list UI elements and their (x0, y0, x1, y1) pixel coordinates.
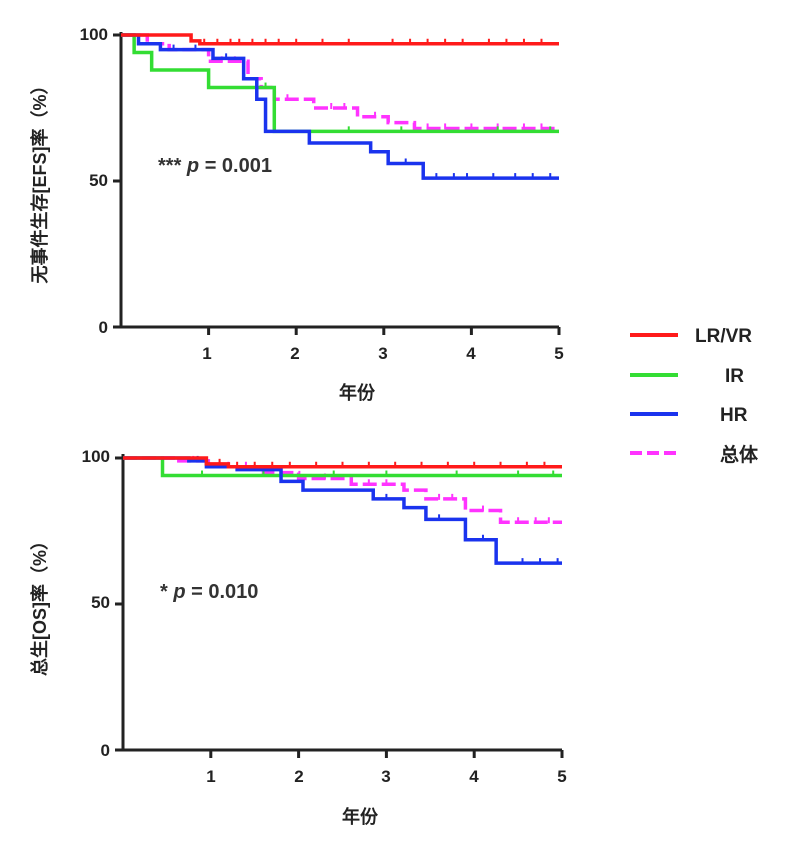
os-xtick-1: 1 (206, 767, 215, 786)
efs-series-layer (113, 33, 561, 335)
os-x-axis-title: 年份 (342, 806, 379, 827)
os-ytick-0: 0 (101, 741, 110, 760)
legend-item-lr-vr: LR/VR (630, 326, 752, 347)
efs-chart: 100 50 0 1 2 3 4 5 年份 无事件生存[EFS]率（%） ***… (29, 25, 564, 403)
legend-label-hr: HR (720, 405, 748, 426)
efs-ytick-50: 50 (89, 171, 108, 190)
efs-xtick-4: 4 (466, 344, 476, 363)
os-xtick-3: 3 (381, 767, 390, 786)
os-xtick-4: 4 (469, 767, 479, 786)
os-ytick-100: 100 (82, 447, 110, 466)
os-xtick-2: 2 (294, 767, 303, 786)
efs-xtick-3: 3 (378, 344, 387, 363)
efs-series-ir (121, 33, 559, 134)
os-chart: 100 50 0 1 2 3 4 5 年份 总生[OS]率（%） * p = 0… (29, 447, 567, 827)
efs-ytick-0: 0 (99, 318, 108, 337)
os-series-lr-vr (123, 456, 562, 469)
os-p-value: * p = 0.010 (160, 581, 258, 603)
efs-xtick-5: 5 (554, 344, 563, 363)
efs-y-axis-title: 无事件生存[EFS]率（%） (29, 77, 50, 284)
efs-x-axis-title: 年份 (339, 382, 376, 403)
efs-series-lr-vr (121, 33, 559, 46)
os-series-layer (115, 455, 564, 758)
legend-item-ir: IR (630, 366, 744, 387)
legend: LR/VR IR HR 总体 (630, 326, 759, 466)
os-ytick-50: 50 (91, 593, 110, 612)
legend-label-ir: IR (725, 366, 744, 387)
legend-label-lr-vr: LR/VR (695, 326, 752, 347)
os-xtick-5: 5 (557, 767, 566, 786)
os-y-axis-title: 总生[OS]率（%） (29, 532, 50, 676)
efs-xtick-1: 1 (202, 344, 211, 363)
efs-xtick-2: 2 (290, 344, 299, 363)
legend-label-overall: 总体 (720, 443, 759, 466)
efs-p-value: *** p = 0.001 (158, 155, 272, 177)
os-series-overall (123, 456, 562, 524)
efs-series-hr (121, 33, 559, 180)
legend-item-overall: 总体 (630, 443, 759, 466)
efs-ytick-100: 100 (80, 25, 108, 44)
legend-item-hr: HR (630, 405, 748, 426)
